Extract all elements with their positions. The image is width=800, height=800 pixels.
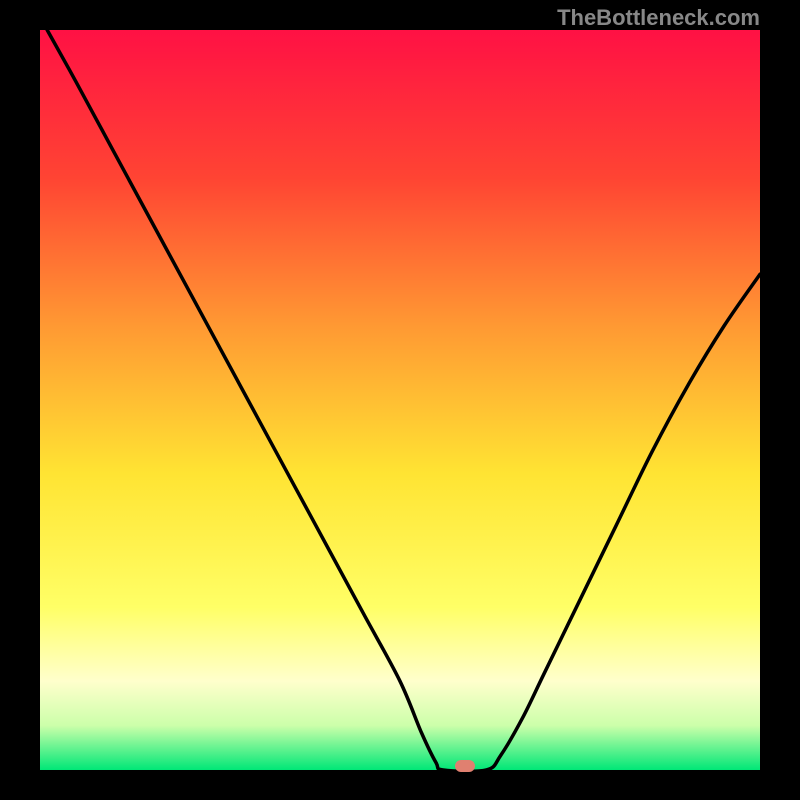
curve-layer [0,0,800,800]
chart-container: TheBottleneck.com [0,0,800,800]
bottleneck-marker [455,760,475,772]
bottleneck-curve [47,30,760,771]
watermark-text: TheBottleneck.com [557,5,760,31]
